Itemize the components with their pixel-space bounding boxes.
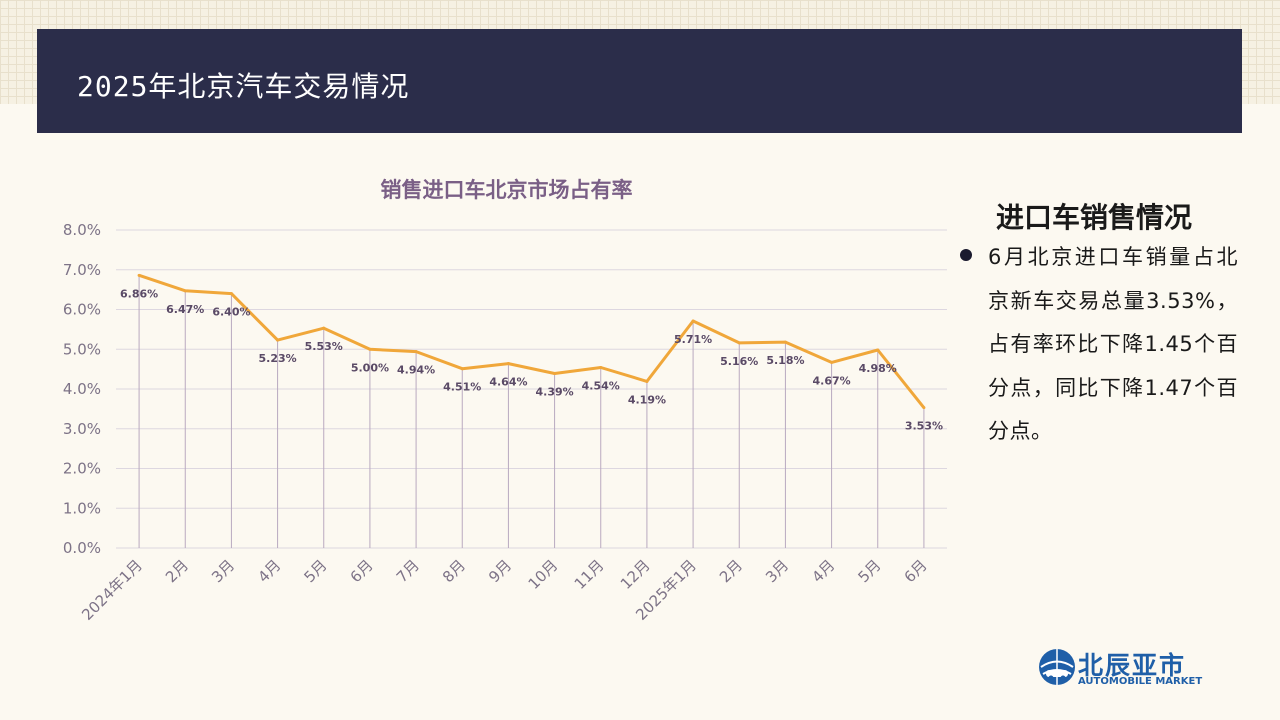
sidebar-title: 进口车销售情况 [996, 201, 1193, 234]
data-point [506, 362, 510, 366]
page-title: 2025年北京汽车交易情况 [77, 70, 410, 103]
logo-name-en: AUTOMOBILE MARKET [1078, 676, 1203, 687]
data-label: 6.40% [212, 306, 250, 319]
data-point [922, 406, 926, 410]
data-point [322, 326, 326, 330]
data-point [553, 371, 557, 375]
data-point [229, 292, 233, 296]
y-tick-label: 4.0% [63, 380, 101, 398]
data-label: 4.54% [582, 380, 620, 393]
x-tick-label: 11月 [571, 556, 608, 593]
data-label: 4.67% [812, 374, 850, 387]
x-tick-label: 4月 [808, 556, 838, 586]
x-tick-label: 8月 [439, 556, 469, 586]
data-point [876, 348, 880, 352]
logo-name-cn: 北辰亚市 [1078, 651, 1187, 680]
x-tick-label: 9月 [485, 556, 515, 586]
data-point [783, 340, 787, 344]
data-label: 5.23% [258, 352, 296, 365]
x-tick-label: 7月 [393, 556, 423, 586]
data-label: 4.64% [489, 376, 527, 389]
data-label: 5.71% [674, 333, 712, 346]
data-label: 4.51% [443, 381, 481, 394]
y-tick-label: 3.0% [63, 420, 101, 438]
y-tick-label: 7.0% [63, 261, 101, 279]
x-tick-label: 6月 [347, 556, 377, 586]
y-tick-label: 0.0% [63, 539, 101, 557]
data-label: 3.53% [905, 420, 943, 433]
data-label: 6.47% [166, 303, 204, 316]
data-point [599, 366, 603, 370]
x-tick-label: 3月 [762, 556, 792, 586]
globe-car-logo-icon [1039, 649, 1075, 685]
y-tick-label: 2.0% [63, 460, 101, 478]
data-point [830, 360, 834, 364]
y-tick-label: 8.0% [63, 221, 101, 239]
y-tick-label: 1.0% [63, 499, 101, 517]
x-tick-label: 12月 [617, 556, 654, 593]
data-point [414, 350, 418, 354]
x-tick-label: 6月 [901, 556, 931, 586]
data-point [137, 273, 141, 277]
data-point [645, 379, 649, 383]
data-label: 4.39% [535, 385, 573, 398]
data-point [737, 341, 741, 345]
chart-title: 销售进口车北京市场占有率 [381, 178, 633, 202]
data-label: 4.94% [397, 364, 435, 377]
data-label: 4.98% [859, 362, 897, 375]
company-logo: 北辰亚市 AUTOMOBILE MARKET [1037, 646, 1212, 692]
x-tick-label: 3月 [208, 556, 238, 586]
data-label: 5.00% [351, 361, 389, 374]
x-tick-label: 2月 [716, 556, 746, 586]
data-point [691, 319, 695, 323]
y-tick-label: 5.0% [63, 340, 101, 358]
data-point [460, 367, 464, 371]
bullet-icon [960, 249, 972, 261]
data-point [276, 338, 280, 342]
data-point [368, 347, 372, 351]
sidebar-body-text: 6月北京进口车销量占北京新车交易总量3.53%，占有率环比下降1.45个百分点，… [988, 245, 1238, 443]
x-tick-label: 5月 [854, 556, 884, 586]
data-label: 5.53% [305, 340, 343, 353]
data-label: 6.86% [120, 287, 158, 300]
x-tick-label: 5月 [300, 556, 330, 586]
y-tick-label: 6.0% [63, 301, 101, 319]
header-bar: 2025年北京汽车交易情况 [37, 29, 1242, 133]
x-tick-label: 10月 [525, 556, 562, 593]
x-tick-label: 2月 [162, 556, 192, 586]
data-label: 4.19% [628, 393, 666, 406]
data-label: 5.18% [766, 354, 804, 367]
data-label: 5.16% [720, 355, 758, 368]
series-line [138, 273, 926, 409]
x-tick-label: 2024年1月 [78, 556, 146, 624]
x-tick-label: 4月 [254, 556, 284, 586]
data-point [183, 289, 187, 293]
